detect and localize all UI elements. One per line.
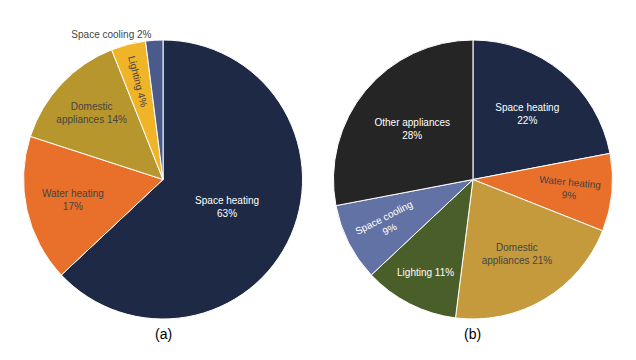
svg-text:(a): (a) [155,326,172,342]
svg-text:Water heating17%: Water heating17% [42,188,104,212]
svg-text:Space cooling 2%: Space cooling 2% [71,29,151,40]
svg-text:(b): (b) [464,326,481,342]
svg-text:Domesticappliances 21%: Domesticappliances 21% [482,242,553,266]
svg-text:Space heating63%: Space heating63% [195,195,259,219]
svg-text:Lighting 11%: Lighting 11% [397,267,454,278]
svg-text:Lighting 4%: Lighting 4% [126,55,150,108]
svg-text:Water heating9%: Water heating9% [538,174,602,204]
svg-text:Domesticappliances 14%: Domesticappliances 14% [56,101,127,125]
svg-text:Space cooling9%: Space cooling9% [353,198,420,248]
svg-text:Other appliances28%: Other appliances28% [374,117,450,141]
svg-text:Space heating22%: Space heating22% [495,102,559,126]
